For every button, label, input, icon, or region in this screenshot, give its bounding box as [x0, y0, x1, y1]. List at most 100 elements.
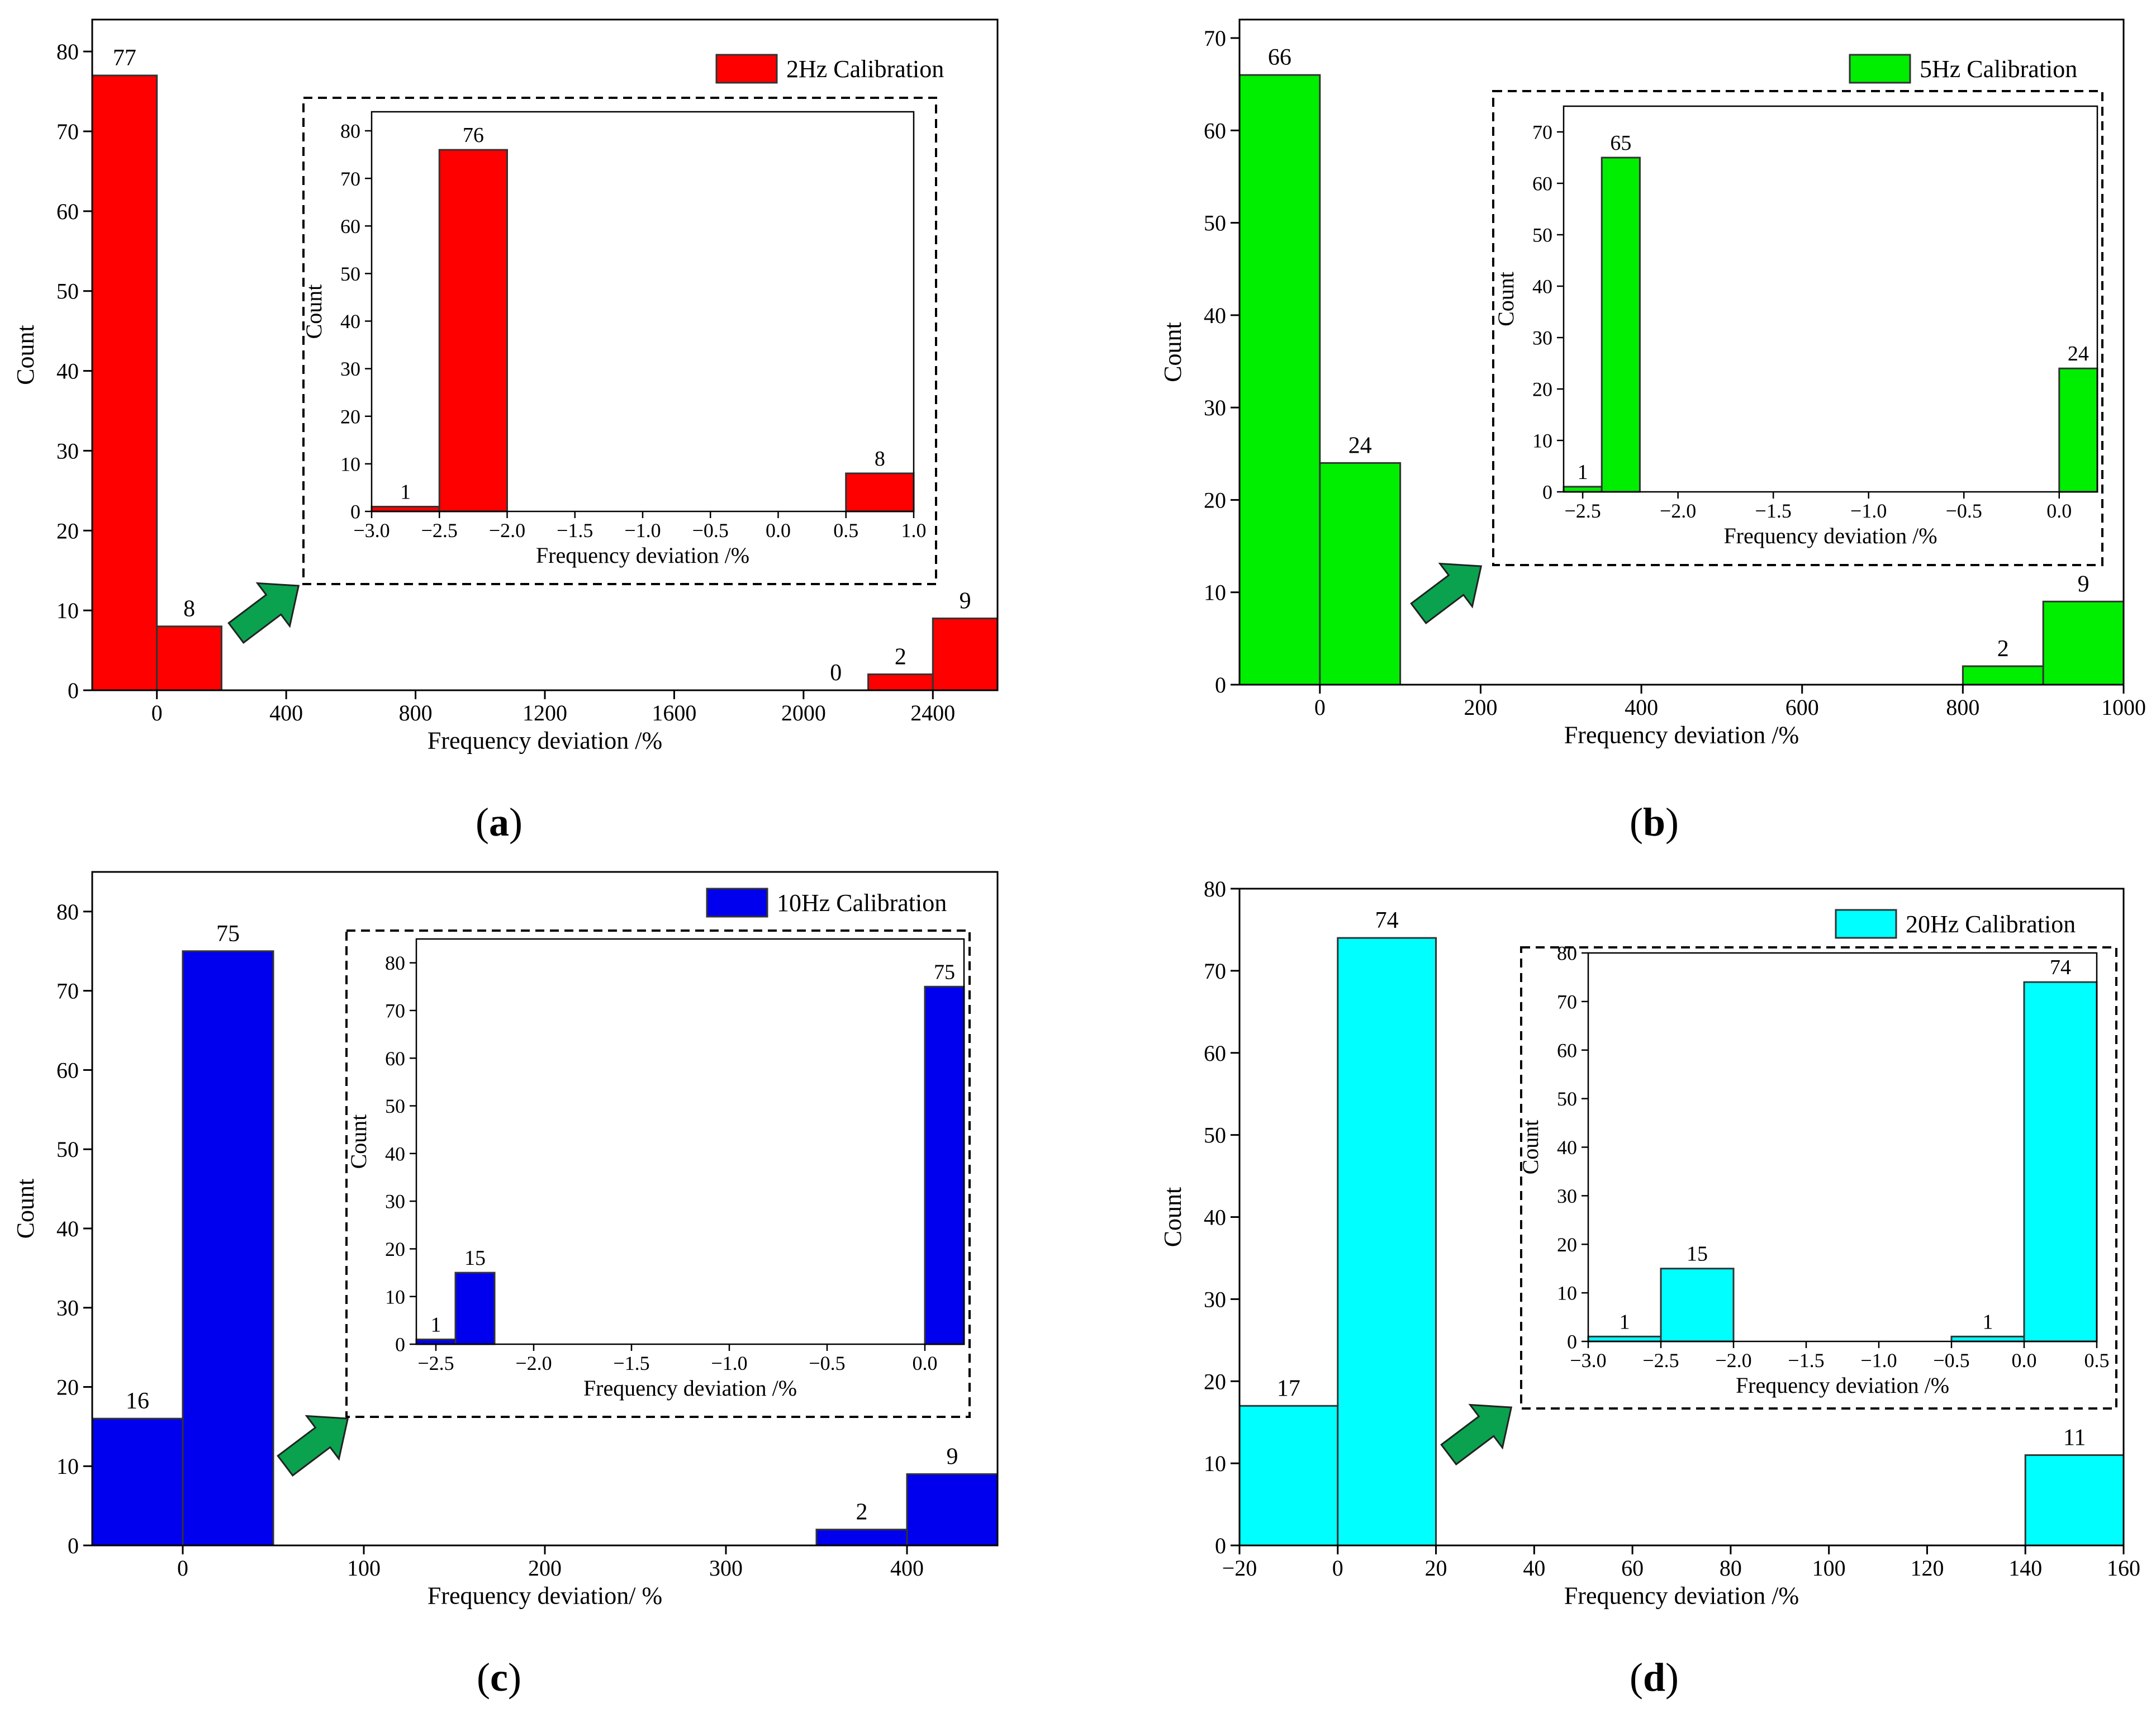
panel-d-inset-xtick-label-3: −1.5: [1788, 1349, 1824, 1372]
panel-c-arrow-icon-shape: [277, 1415, 349, 1477]
panel-c-inset-xtick-label-5: 0.0: [913, 1352, 938, 1374]
panel-c-xlabel: Frequency deviation/ %: [428, 1582, 662, 1610]
panel-a-inset-ytick-label-6: 60: [340, 215, 360, 238]
panel-c-inset-ytick-label-6: 60: [385, 1047, 405, 1070]
panel-b-inset-ytick-label-4: 40: [1532, 276, 1552, 298]
panel-c-legend-label: 10Hz Calibration: [777, 889, 947, 917]
panel-b-inset-ytick-label-3: 30: [1532, 327, 1552, 349]
panel-c-bar-1: [182, 950, 274, 1547]
panel-d-inset-ytick-label-7: 70: [1557, 990, 1577, 1013]
panel-b-ytick-label-2: 20: [1204, 487, 1226, 513]
panel-d-inset-ytick-label-0: 0: [1567, 1331, 1577, 1353]
panel-c-xtick-label-2: 200: [528, 1555, 562, 1581]
panel-d-inset-ytick-label-6: 60: [1557, 1039, 1577, 1061]
panel-c-ytick-label-8: 80: [56, 899, 79, 924]
panel-b-bar-label-3: 9: [2078, 571, 2089, 597]
panel-b-inset-plot-frame: [1563, 105, 2098, 493]
panel-c-ytick-label-5: 50: [56, 1137, 79, 1162]
panel-d-inset-ytick-label-2: 20: [1557, 1234, 1577, 1256]
panel-d-inset-bar-2: [1950, 1335, 2025, 1343]
panel-b-ytick-label-3: 30: [1204, 395, 1226, 420]
panel-b-inset-xlabel: Frequency deviation /%: [1723, 523, 1937, 548]
panel-a-legend-swatch: [715, 54, 778, 84]
panel-a-inset-ytick-label-2: 20: [340, 405, 360, 428]
panel-a-xtick-label-3: 1200: [523, 700, 567, 725]
panel-b-inset-xtick-label-0: −2.5: [1564, 500, 1601, 522]
panel-d-inset-ytick-label-1: 10: [1557, 1282, 1577, 1305]
panel-d-inset-xtick-label-1: −2.5: [1642, 1349, 1679, 1372]
panel-a-inset-xtick-label-8: 1.0: [901, 519, 927, 542]
panel-a-inset-ytick-label-1: 10: [340, 453, 360, 475]
panel-d-bar-label-2: 11: [2063, 1425, 2086, 1450]
panel-b-legend-swatch: [1849, 54, 1911, 84]
panel-a-bar-0: [91, 74, 158, 691]
panel-a-ytick-label-0: 0: [68, 678, 79, 703]
caption-b: (b): [1629, 800, 1679, 845]
panel-c-inset-ytick-label-1: 10: [385, 1286, 405, 1308]
panel-b-bar-1: [1319, 462, 1402, 686]
panel-b-inset-xtick-label-1: −2.0: [1660, 500, 1696, 522]
panel-a-xtick-label-4: 1600: [652, 700, 696, 725]
panel-d-inset-xtick-label-6: 0.0: [2012, 1349, 2037, 1372]
panel-d-inset-bar-label-0: 1: [1620, 1310, 1630, 1334]
panel-d-ytick-label-4: 40: [1204, 1205, 1226, 1230]
panel-a-inset-xtick-label-0: −3.0: [353, 519, 390, 542]
panel-c-inset-bar-label-2: 75: [934, 960, 955, 984]
panel-a-xtick-label-1: 400: [269, 700, 303, 725]
panel-d-legend-label: 20Hz Calibration: [1906, 910, 2076, 938]
panel-c-inset-ytick-label-8: 80: [385, 952, 405, 974]
panel-b-bar-3: [2042, 600, 2125, 686]
panel-d-inset-box: [1520, 946, 2117, 1410]
panel-b-ylabel: Count: [1159, 322, 1186, 382]
panel-c-inset-ylabel: Count: [346, 1114, 371, 1169]
panel-d-xtick-label-1: 0: [1332, 1555, 1343, 1581]
panel-b-inset-bar-1: [1601, 156, 1641, 493]
panel-d-xtick-label-7: 120: [1910, 1555, 1944, 1581]
panel-a-bar-label-0: 77: [113, 45, 136, 71]
panel-d-inset-bar-1: [1660, 1268, 1735, 1343]
panel-d-inset-ytick-label-5: 50: [1557, 1088, 1577, 1110]
panel-b-ytick-label-1: 10: [1204, 580, 1226, 605]
panel-c-legend-swatch: [706, 888, 768, 918]
panel-d-legend-swatch: [1835, 909, 1897, 939]
panel-b-inset-ylabel: Count: [1493, 272, 1518, 326]
panel-b-plot-frame: [1238, 18, 2125, 686]
panel-b-xtick-label-5: 1000: [2101, 695, 2146, 720]
panel-a-ytick-label-3: 30: [56, 438, 79, 463]
panel-a-xtick-label-5: 2000: [781, 700, 826, 725]
panel-d-ytick-label-3: 30: [1204, 1287, 1226, 1312]
panel-c-inset-bar-0: [415, 1338, 457, 1345]
panel-b-ytick-label-5: 50: [1204, 211, 1226, 236]
panel-c-inset-plot-frame: [415, 938, 965, 1345]
panel-c-ytick-label-7: 70: [56, 979, 79, 1004]
panel-b-xtick-label-1: 200: [1464, 695, 1497, 720]
panel-b-xtick-label-2: 400: [1625, 695, 1658, 720]
panel-d-ytick-label-0: 0: [1215, 1533, 1226, 1558]
panel-c-inset-xtick-label-2: −1.5: [613, 1352, 649, 1374]
panel-b-bar-2: [1962, 665, 2044, 686]
panel-d-xlabel: Frequency deviation /%: [1564, 1582, 1799, 1610]
panel-a-bar-3: [867, 673, 934, 691]
panel-d-inset-xtick-label-2: −2.0: [1715, 1349, 1751, 1372]
panel-d-ylabel: Count: [1159, 1187, 1186, 1248]
panel-b-inset-bar-label-2: 24: [2068, 342, 2089, 366]
panel-b-inset-ytick-label-7: 70: [1532, 121, 1552, 144]
caption-c: (c): [477, 1655, 521, 1700]
panel-d-inset-bar-label-3: 74: [2050, 956, 2071, 979]
panel-c-ytick-label-6: 60: [56, 1057, 79, 1083]
panel-a-inset-ylabel: Count: [301, 284, 326, 339]
panel-c-inset-xlabel: Frequency deviation /%: [583, 1376, 797, 1401]
panel-a-ytick-label-5: 50: [56, 279, 79, 304]
panel-a-inset-bar-1: [438, 149, 508, 513]
panel-a-inset-ytick-label-3: 30: [340, 358, 360, 380]
panel-d-ytick-label-6: 60: [1204, 1041, 1226, 1066]
panel-c-inset-ytick-label-4: 40: [385, 1142, 405, 1165]
panel-b-legend-label: 5Hz Calibration: [1920, 55, 2077, 83]
panel-d-inset-bar-label-2: 1: [1983, 1310, 1993, 1334]
panel-b-inset-box: [1492, 90, 2103, 566]
panel-b-ytick-label-6: 60: [1204, 118, 1226, 143]
panel-a-inset-xtick-label-3: −1.5: [557, 519, 593, 542]
panel-d-ytick-label-8: 80: [1204, 876, 1226, 902]
panel-b-inset-bar-2: [2058, 367, 2098, 493]
